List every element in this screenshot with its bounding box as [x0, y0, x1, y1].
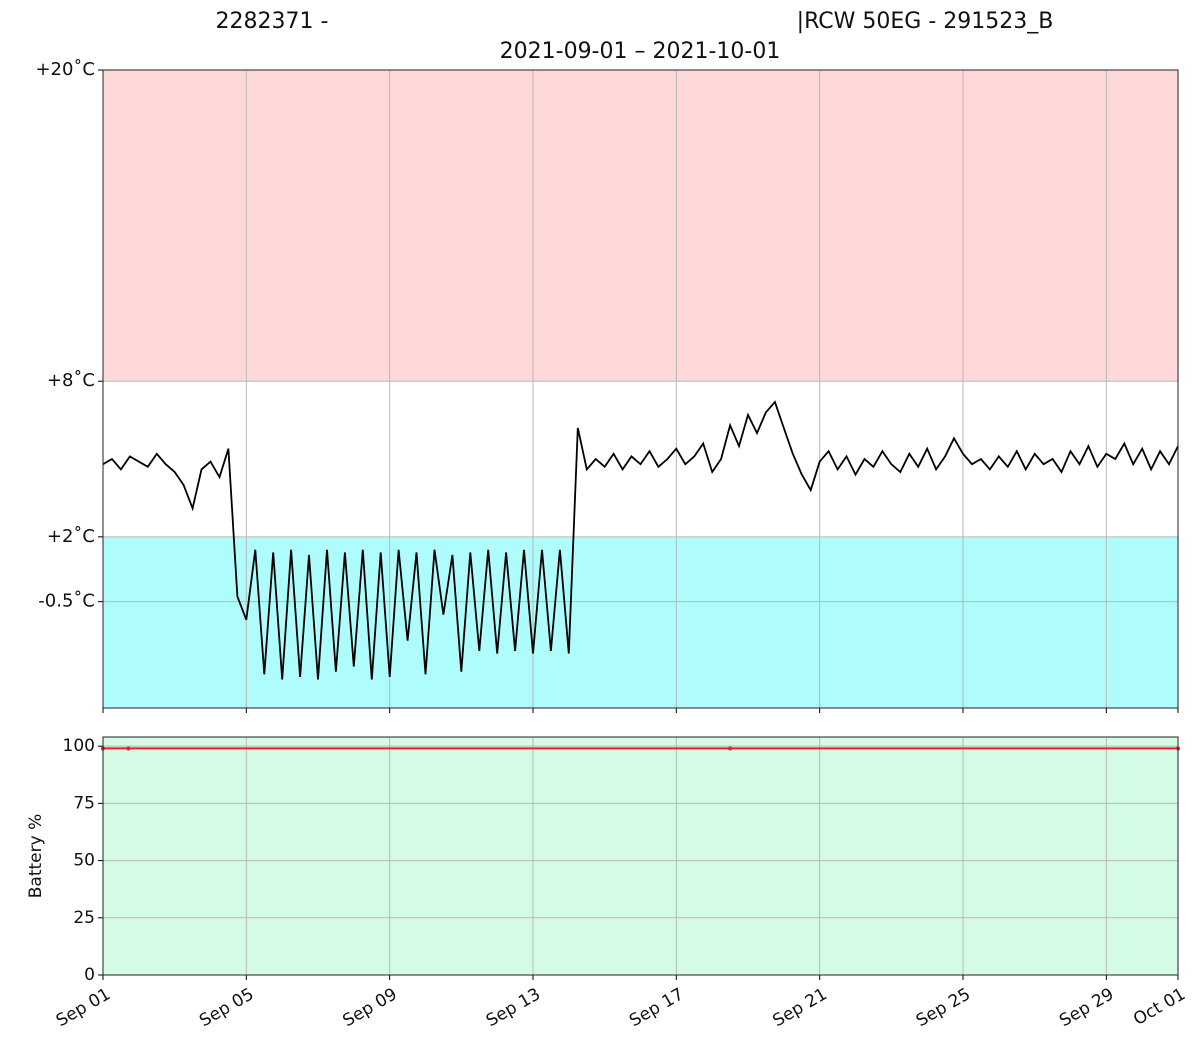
x-tick-label: Sep 25: [913, 984, 974, 1031]
subtitle: 2021-09-01 – 2021-10-01: [500, 39, 781, 64]
x-tick-label: Sep 21: [770, 984, 831, 1031]
y-tick-label: +8˚C: [47, 370, 95, 391]
title-right: |RCW 50EG - 291523_B: [797, 9, 1054, 34]
title-left: 2282371 -: [216, 9, 329, 34]
data-point: [126, 746, 131, 751]
y-tick-label: 75: [73, 793, 95, 813]
y-tick-label: -0.5˚C: [38, 591, 95, 612]
plot-frame: [102, 736, 1179, 976]
plot-background: [103, 737, 1178, 975]
y-tick-label: +2˚C: [47, 526, 95, 547]
x-tick-label: Sep 17: [626, 984, 687, 1031]
threshold-band: [103, 70, 1178, 382]
x-tick-label: Sep 13: [483, 984, 544, 1031]
y-tick-label: 50: [73, 851, 95, 871]
data-point: [728, 746, 733, 751]
y-tick-label: 0: [84, 965, 95, 985]
y-axis-label: Battery %: [26, 814, 46, 898]
y-tick-label: +20˚C: [35, 59, 95, 80]
y-tick-label: 100: [63, 736, 95, 756]
data-line: [102, 400, 1179, 680]
x-tick-label: Sep 01: [53, 984, 114, 1031]
threshold-band: [103, 536, 1178, 708]
y-tick-label: 25: [73, 908, 95, 928]
plot-frame: [102, 69, 1179, 709]
x-tick-label: Sep 09: [340, 984, 401, 1031]
x-tick-label: Oct 01: [1130, 984, 1189, 1030]
x-tick-label: Sep 29: [1056, 984, 1117, 1031]
x-tick-label: Sep 05: [196, 984, 257, 1031]
